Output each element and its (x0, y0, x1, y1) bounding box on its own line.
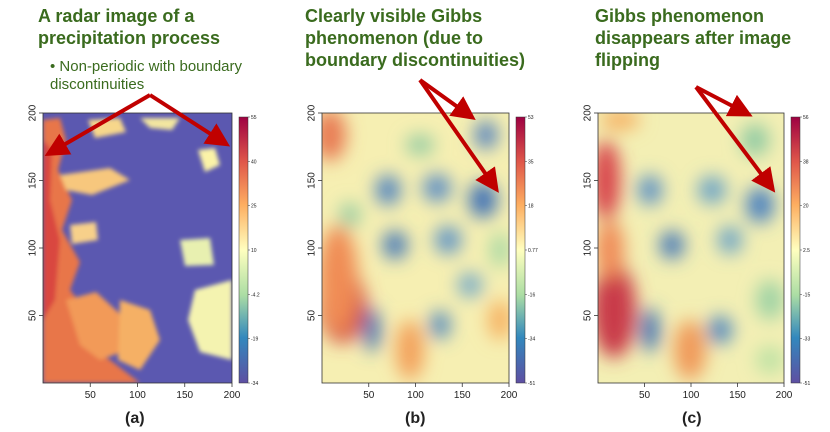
panel-a-title: A radar image of a precipitation process (38, 6, 221, 48)
y-tick-label: 50 (307, 310, 318, 322)
x-tick-label: 50 (363, 390, 375, 401)
y-tick-label: 150 (28, 172, 39, 189)
colorbar-tick-label: 35 (528, 159, 534, 165)
arrow-a-left (44, 93, 152, 157)
x-tick-label: 150 (729, 390, 746, 401)
panel-c-title: Gibbs phenomenon disappears after image … (595, 6, 792, 70)
colorbar-tick-label: 20 (803, 204, 809, 210)
panel-a-bullet-text: Non-periodic with boundary discontinuiti… (50, 58, 243, 93)
y-tick-label: 150 (307, 172, 318, 189)
panel-a-bullet: • Non-periodic with boundary discontinui… (50, 58, 250, 94)
colorbar-tick-label: -15 (803, 292, 810, 298)
panel-b-colorbar (515, 116, 526, 384)
colorbar-tick-label: -19 (251, 337, 258, 343)
colorbar-tick-label: 56 (803, 115, 809, 121)
x-tick-label: 150 (176, 390, 193, 401)
arrow-c-right (694, 85, 776, 193)
x-tick-label: 100 (129, 390, 146, 401)
panel-a-label: (a) (125, 410, 145, 427)
panel-a-heatmap (43, 113, 232, 383)
panel-c-label: (c) (682, 410, 702, 427)
y-tick-label: 200 (307, 104, 318, 121)
panel-b-label: (b) (405, 410, 426, 427)
x-tick-label: 50 (639, 390, 651, 401)
x-tick-label: 50 (85, 390, 97, 401)
y-tick-label: 150 (583, 172, 594, 189)
colorbar-tick-label: -51 (528, 381, 535, 387)
panel-b-heatmap (322, 113, 509, 383)
colorbar-tick-label: 10 (251, 248, 257, 254)
colorbar-tick-label: 55 (251, 115, 257, 121)
arrow-b-right (418, 78, 499, 193)
colorbar-tick-label: 38 (803, 159, 809, 165)
colorbar-tick-label: 40 (251, 159, 257, 165)
colorbar-tick-label: -16 (528, 292, 535, 298)
x-tick-label: 100 (407, 390, 424, 401)
colorbar-tick-label: 53 (528, 115, 534, 121)
panel-c-colorbar (790, 116, 801, 384)
y-tick-label: 200 (28, 104, 39, 121)
arrow-c-top (695, 85, 753, 117)
y-tick-label: 50 (583, 310, 594, 322)
x-tick-label: 200 (501, 390, 518, 401)
colorbar-tick-label: -51 (803, 381, 810, 387)
colorbar-tick-label: 18 (528, 204, 534, 210)
panel-b-title: Clearly visible Gibbs phenomenon (due to… (305, 6, 526, 70)
colorbar-tick-label: -4.2 (251, 292, 260, 298)
colorbar-tick-label: 0.77 (528, 248, 538, 254)
y-tick-label: 200 (583, 104, 594, 121)
x-tick-label: 150 (454, 390, 471, 401)
x-tick-label: 100 (683, 390, 700, 401)
y-tick-label: 50 (28, 310, 39, 322)
y-tick-label: 100 (583, 239, 594, 256)
colorbar-tick-label: -34 (251, 381, 258, 387)
colorbar-tick-label: 2.5 (803, 248, 810, 254)
colorbar-ticks: 55 40 25 10 -4.2 -19 -34 53 35 18 0.77 -16 -34 -51 56 3… (248, 115, 810, 387)
axes-layer: 50 100 150 200 50 100 150 200 50 100 150 200 50 100 15… (28, 104, 793, 401)
panel-a-colorbar (238, 116, 249, 384)
arrow-a-right (148, 93, 231, 147)
annotation-arrows (44, 78, 776, 193)
x-tick-label: 200 (776, 390, 793, 401)
y-tick-label: 100 (307, 239, 318, 256)
y-tick-label: 100 (28, 239, 39, 256)
arrow-b-top (418, 78, 476, 120)
x-tick-label: 200 (224, 390, 241, 401)
colorbar-tick-label: 25 (251, 204, 257, 210)
colorbar-tick-label: -33 (803, 337, 810, 343)
panel-c-heatmap (598, 113, 784, 383)
colorbar-tick-label: -34 (528, 337, 535, 343)
bullet-dot: • (50, 58, 60, 75)
